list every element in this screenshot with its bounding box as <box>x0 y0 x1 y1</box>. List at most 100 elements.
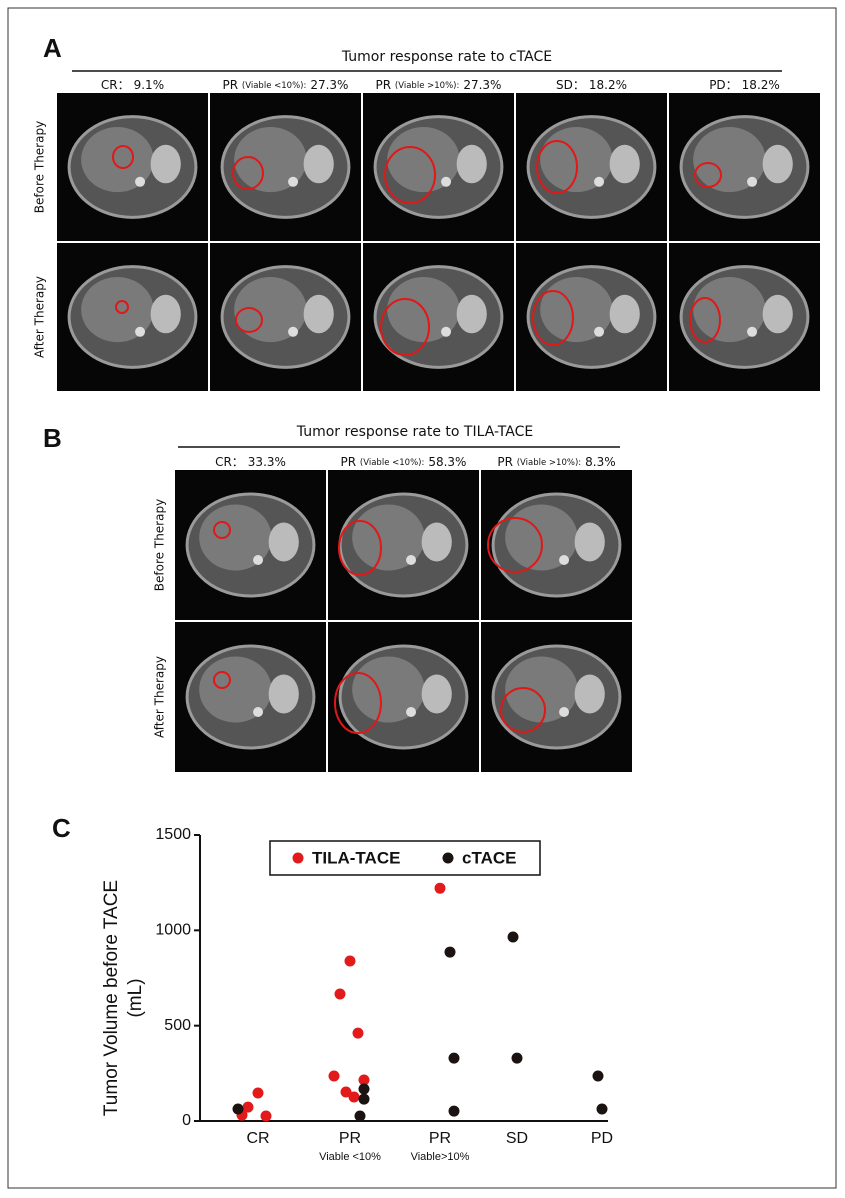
tumor-outline <box>689 297 721 343</box>
legend-label: TILA-TACE <box>312 848 400 867</box>
header-label: PR <box>223 78 242 92</box>
organ <box>609 144 640 184</box>
tumor-outline <box>487 517 543 573</box>
row-label: After Therapy <box>153 656 167 738</box>
vessel <box>253 555 264 565</box>
y-axis-label: Tumor Volume before TACE <box>101 880 122 1116</box>
x-tick-note: Viable>10% <box>411 1151 470 1163</box>
header-note: (Viable <10%): <box>360 458 424 468</box>
header-rate: 18.2% <box>742 78 780 92</box>
organ <box>421 522 452 562</box>
data-point <box>348 1091 360 1103</box>
tumor-outline <box>536 140 578 194</box>
header-note: (Viable <10%): <box>242 81 306 91</box>
vessel <box>406 707 417 717</box>
data-point <box>596 1103 608 1115</box>
organ <box>150 144 181 184</box>
organ <box>456 144 487 184</box>
panel-label: B <box>43 423 62 453</box>
organ <box>303 294 334 334</box>
organ <box>456 294 487 334</box>
liver <box>505 656 578 723</box>
header-note: (Viable >10%): <box>517 458 581 468</box>
vessel <box>441 326 452 337</box>
x-tick-label: PR <box>429 1130 451 1147</box>
organ <box>268 674 299 714</box>
tumor-outline <box>213 521 231 539</box>
column-header: PD： 18.2% <box>709 78 780 92</box>
tumor-outline <box>380 298 430 356</box>
vessel <box>747 326 758 337</box>
x-tick-label: CR <box>246 1130 269 1147</box>
organ <box>303 144 334 184</box>
tumor-outline <box>115 300 129 314</box>
liver <box>352 656 425 723</box>
organ <box>421 674 452 714</box>
legend-swatch <box>442 852 454 864</box>
vessel <box>441 176 452 187</box>
tumor-outline <box>112 145 134 169</box>
header-label: PR <box>497 455 516 469</box>
header-label: PR <box>341 455 360 469</box>
organ <box>574 674 605 714</box>
panel-label: A <box>43 33 62 63</box>
data-point <box>507 931 519 943</box>
y-tick-label: 1000 <box>155 922 191 939</box>
vessel <box>406 555 417 565</box>
header-label: SD： <box>556 78 585 92</box>
data-point <box>358 1074 370 1086</box>
data-point <box>352 1027 364 1039</box>
header-label: PR <box>376 78 395 92</box>
liver <box>81 127 154 193</box>
data-point <box>592 1070 604 1082</box>
data-point <box>354 1110 366 1122</box>
organ <box>574 522 605 562</box>
column-header: SD： 18.2% <box>556 78 627 92</box>
header-rate: 58.3% <box>428 455 466 469</box>
tumor-outline <box>532 290 574 346</box>
column-header: PR (Viable >10%): 27.3% <box>376 78 502 92</box>
data-point <box>340 1086 352 1098</box>
x-tick-label: PR <box>339 1130 361 1147</box>
x-tick-label: PD <box>591 1130 613 1147</box>
data-point <box>511 1052 523 1064</box>
header-rate: 18.2% <box>589 78 627 92</box>
liver <box>234 127 307 193</box>
data-point <box>232 1103 244 1115</box>
y-tick-label: 0 <box>182 1112 191 1129</box>
tumor-outline <box>235 307 263 333</box>
header-rate: 33.3% <box>248 455 286 469</box>
vessel <box>594 176 605 187</box>
column-header: PR (Viable >10%): 8.3% <box>497 455 615 469</box>
legend-label: cTACE <box>462 848 516 867</box>
liver <box>352 504 425 571</box>
data-point <box>242 1101 254 1113</box>
liver <box>540 277 613 343</box>
organ <box>268 522 299 562</box>
y-tick-label: 1500 <box>155 826 191 843</box>
figure-border <box>7 7 837 1189</box>
organ <box>150 294 181 334</box>
vessel <box>288 326 299 337</box>
tumor-outline <box>694 162 722 188</box>
panel-title: Tumor response rate to TILA-TACE <box>296 424 533 440</box>
column-header: CR： 9.1% <box>101 78 164 92</box>
organ <box>609 294 640 334</box>
tumor-outline <box>338 520 382 576</box>
column-header: PR (Viable <10%): 27.3% <box>223 78 349 92</box>
header-note: (Viable >10%): <box>395 81 459 91</box>
data-point <box>358 1093 370 1105</box>
row-label: After Therapy <box>33 276 47 358</box>
tumor-outline <box>334 672 382 734</box>
liver <box>693 127 766 193</box>
y-axis-unit: (mL) <box>125 978 146 1017</box>
data-point <box>448 1052 460 1064</box>
vessel <box>747 176 758 187</box>
tumor-outline <box>232 156 264 190</box>
data-point <box>344 955 356 967</box>
vessel <box>559 555 570 565</box>
row-label: Before Therapy <box>33 121 47 213</box>
legend-swatch <box>292 852 304 864</box>
data-point <box>444 946 456 958</box>
